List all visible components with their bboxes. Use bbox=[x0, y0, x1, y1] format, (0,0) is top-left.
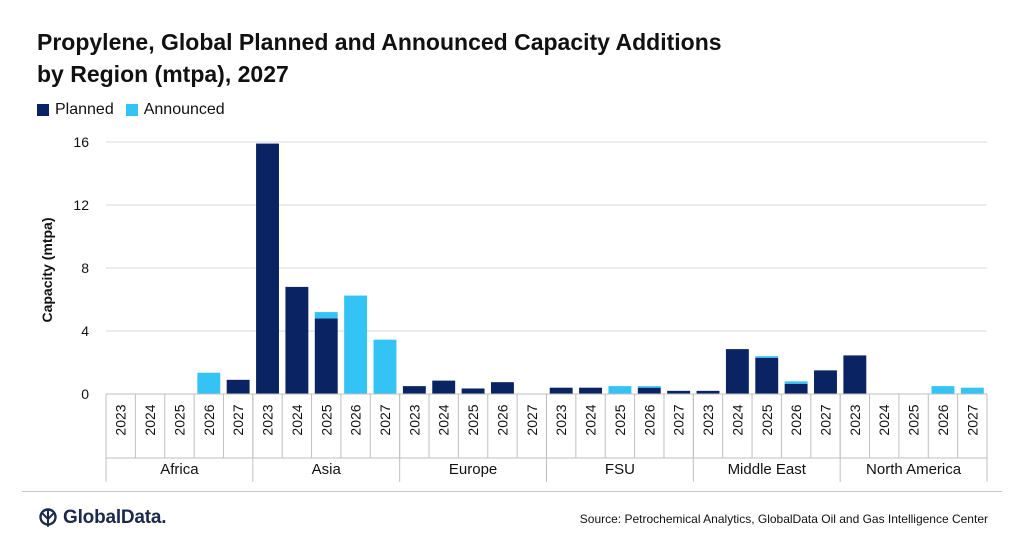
x-tick-label-year: 2024 bbox=[876, 404, 892, 435]
y-tick-label: 4 bbox=[81, 323, 89, 339]
legend-item-announced: Announced bbox=[125, 101, 225, 119]
x-tick-label-year: 2026 bbox=[641, 404, 657, 435]
x-group-label: FSU bbox=[605, 461, 635, 478]
bar-planned-fsu-2027 bbox=[667, 390, 691, 394]
x-tick-label-year: 2023 bbox=[847, 404, 863, 435]
bar-announced-north-america-2026 bbox=[931, 386, 955, 394]
bar-planned-middle-east-2025 bbox=[755, 357, 779, 394]
bar-announced-asia-2027 bbox=[373, 339, 397, 394]
y-axis-label: Capacity (mtpa) bbox=[39, 217, 55, 322]
x-tick-label-year: 2025 bbox=[465, 404, 481, 435]
x-tick-label-year: 2024 bbox=[436, 404, 452, 435]
bar-planned-asia-2023 bbox=[256, 143, 279, 394]
x-group-label: Europe bbox=[449, 461, 497, 478]
bar-planned-fsu-2024 bbox=[579, 387, 603, 394]
bar-announced-north-america-2027 bbox=[960, 387, 984, 394]
bar-planned-north-america-2023 bbox=[843, 355, 867, 394]
bar-planned-africa-2027 bbox=[226, 379, 250, 394]
x-tick-label-year: 2024 bbox=[729, 404, 745, 435]
globaldata-logo-icon bbox=[39, 508, 57, 527]
bar-planned-europe-2026 bbox=[490, 382, 514, 394]
chart-legend: Planned Announced bbox=[37, 101, 237, 119]
x-tick-label-year: 2025 bbox=[318, 404, 334, 435]
legend-swatch-planned bbox=[37, 104, 49, 116]
x-tick-label-year: 2027 bbox=[524, 404, 540, 435]
x-tick-label-year: 2023 bbox=[406, 404, 422, 435]
x-tick-label-year: 2027 bbox=[377, 404, 393, 435]
logo-text: GlobalData. bbox=[63, 507, 167, 528]
x-tick-label-year: 2027 bbox=[230, 404, 246, 435]
x-tick-label-year: 2023 bbox=[260, 404, 276, 435]
bar-planned-middle-east-2023 bbox=[696, 390, 720, 394]
x-tick-label-year: 2025 bbox=[612, 404, 628, 435]
x-group-label: Asia bbox=[312, 461, 342, 478]
x-tick-label-year: 2027 bbox=[817, 404, 833, 435]
bar-announced-fsu-2025 bbox=[608, 386, 632, 394]
x-group-label: North America bbox=[866, 461, 962, 478]
y-tick-label: 0 bbox=[81, 386, 89, 402]
bar-announced-middle-east-2025 bbox=[755, 356, 779, 358]
source-note: Source: Petrochemical Analytics, GlobalD… bbox=[579, 512, 988, 526]
bar-planned-fsu-2026 bbox=[637, 387, 661, 394]
bar-planned-middle-east-2026 bbox=[784, 383, 808, 394]
bar-planned-europe-2025 bbox=[461, 388, 485, 394]
x-tick-label-year: 2026 bbox=[348, 404, 364, 435]
globaldata-logo: GlobalData. bbox=[38, 507, 167, 529]
legend-item-planned: Planned bbox=[37, 101, 114, 119]
x-tick-label-year: 2024 bbox=[142, 404, 158, 435]
bar-announced-africa-2026 bbox=[197, 372, 221, 394]
chart-title-line2: by Region (mtpa), 2027 bbox=[37, 61, 289, 87]
x-tick-label-year: 2026 bbox=[494, 404, 510, 435]
bar-announced-asia-2025 bbox=[314, 312, 338, 319]
footer-divider bbox=[22, 491, 1002, 492]
x-tick-label-year: 2027 bbox=[964, 404, 980, 435]
x-tick-label-year: 2024 bbox=[289, 404, 305, 435]
x-tick-label-year: 2023 bbox=[553, 404, 569, 435]
x-tick-label-year: 2026 bbox=[935, 404, 951, 435]
bar-planned-europe-2023 bbox=[402, 386, 426, 394]
chart-title-line1: Propylene, Global Planned and Announced … bbox=[37, 29, 722, 55]
bar-announced-middle-east-2026 bbox=[784, 381, 808, 384]
x-tick-label-year: 2023 bbox=[113, 404, 129, 435]
bar-planned-middle-east-2027 bbox=[814, 370, 837, 394]
bar-planned-asia-2025 bbox=[314, 318, 338, 394]
x-tick-label-year: 2026 bbox=[788, 404, 804, 435]
bar-planned-europe-2024 bbox=[432, 380, 456, 394]
y-tick-label: 8 bbox=[81, 260, 89, 276]
x-tick-label-year: 2025 bbox=[906, 404, 922, 435]
x-tick-label-year: 2026 bbox=[201, 404, 217, 435]
x-tick-label-year: 2024 bbox=[583, 404, 599, 435]
bar-announced-asia-2026 bbox=[344, 295, 368, 394]
bar-planned-asia-2024 bbox=[285, 286, 309, 394]
x-tick-label-year: 2025 bbox=[171, 404, 187, 435]
x-group-label: Middle East bbox=[728, 461, 807, 478]
y-tick-label: 12 bbox=[73, 197, 89, 213]
legend-label-planned: Planned bbox=[55, 101, 114, 118]
x-tick-label-year: 2027 bbox=[671, 404, 687, 435]
bar-planned-middle-east-2024 bbox=[725, 349, 749, 394]
y-tick-label: 16 bbox=[73, 134, 89, 150]
chart-title: Propylene, Global Planned and Announced … bbox=[37, 26, 937, 90]
legend-swatch-announced bbox=[125, 104, 138, 116]
x-tick-label-year: 2023 bbox=[700, 404, 716, 435]
legend-label-announced: Announced bbox=[143, 101, 225, 118]
bar-planned-fsu-2023 bbox=[549, 387, 573, 394]
x-tick-label-year: 2025 bbox=[759, 404, 775, 435]
x-group-label: Africa bbox=[160, 461, 199, 478]
bar-announced-fsu-2026 bbox=[637, 386, 661, 388]
